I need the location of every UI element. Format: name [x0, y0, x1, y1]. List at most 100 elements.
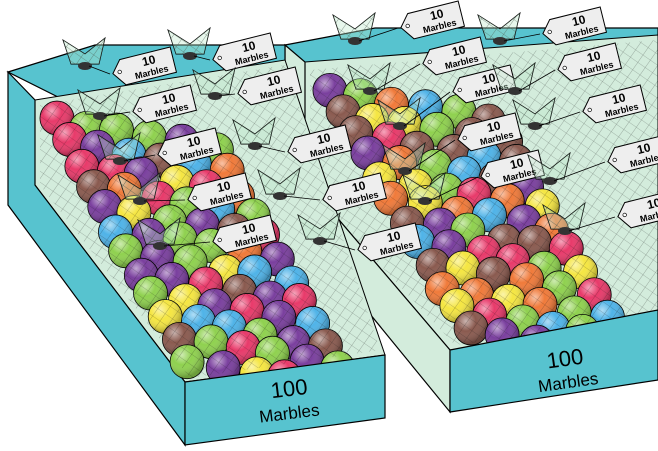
- tag-count: 10: [161, 90, 178, 107]
- tag-hole: [612, 157, 617, 163]
- bag-top-net: [77, 86, 121, 115]
- tag-body: [607, 134, 658, 174]
- tag-body: [422, 36, 488, 76]
- tag-count: 10: [316, 130, 333, 147]
- tag-hole: [217, 237, 222, 243]
- bag-top-net: [232, 116, 276, 145]
- tag-count: 10: [509, 155, 526, 172]
- tag-body: [237, 66, 303, 106]
- tag-body: [457, 112, 523, 152]
- tag-body: [557, 42, 623, 82]
- bag-top-fill: [118, 173, 160, 199]
- bag-top-fill: [493, 63, 535, 89]
- tag-count: 10: [351, 178, 368, 195]
- tag-string: [553, 161, 606, 182]
- bag-top-net: [297, 211, 341, 240]
- bag-top-fill: [403, 173, 445, 199]
- tag-count: 10: [141, 52, 158, 69]
- tag-count: 10: [486, 118, 503, 135]
- bag-tie: [363, 87, 377, 95]
- bag-tie: [113, 157, 127, 165]
- tag-string: [143, 199, 186, 202]
- tag-count: 10: [241, 220, 258, 237]
- tag-string: [403, 91, 451, 127]
- tag-count: 10: [636, 140, 653, 157]
- tag-count: 10: [646, 195, 658, 212]
- bag-top-net: [137, 216, 181, 245]
- tag-hole: [242, 89, 247, 95]
- tag-count: 10: [241, 38, 258, 55]
- bag-tie: [153, 242, 167, 250]
- tag-hole: [162, 150, 167, 156]
- tag-string: [103, 111, 131, 117]
- bag-top-net: [402, 171, 446, 200]
- tray-left: 10Marbles10Marbles10Marbles10Marbles10Ma…: [6, 26, 423, 447]
- bag-top-fill: [98, 133, 140, 159]
- tag-string: [428, 176, 479, 202]
- tag-string: [283, 195, 321, 201]
- bag-top-fill: [478, 13, 520, 39]
- bag-tie: [508, 87, 522, 95]
- bag-top-net: [62, 36, 106, 65]
- bag-tie: [528, 122, 542, 130]
- tag-hole: [427, 59, 432, 65]
- tag-string: [218, 93, 236, 97]
- tag-body: [212, 214, 278, 254]
- bag-top-net: [377, 96, 421, 125]
- bag-top-net: [117, 171, 161, 200]
- bag-top-net: [477, 11, 521, 40]
- bag-tie: [398, 167, 412, 175]
- bag-tie: [208, 92, 222, 100]
- tag-body: [400, 0, 466, 40]
- tray-right-front-panel: [449, 309, 658, 413]
- bag-top-net: [192, 66, 236, 95]
- bag-tie: [93, 112, 107, 120]
- tag-body: [287, 124, 353, 164]
- bag-top-net: [382, 141, 426, 170]
- bag-top-fill: [378, 98, 420, 124]
- bag-top-fill: [348, 63, 390, 89]
- tag-body: [212, 32, 278, 72]
- tag-count: 10: [611, 90, 628, 107]
- tag-count: 10: [451, 42, 468, 59]
- bag-top-fill: [528, 153, 570, 179]
- tag-string: [568, 216, 616, 232]
- tag-hole: [547, 29, 552, 35]
- tray-left-front-panel: [184, 354, 386, 446]
- tag-string: [408, 139, 456, 172]
- tag-count: 10: [216, 178, 233, 195]
- tag-string: [503, 33, 541, 42]
- bag-top-fill: [233, 118, 275, 144]
- tray-left-bags: 10Marbles10Marbles10Marbles10Marbles10Ma…: [62, 26, 423, 262]
- tag-body: [357, 222, 423, 262]
- tag-hole: [562, 65, 567, 71]
- tag-body: [582, 84, 648, 124]
- tag-string: [373, 63, 421, 92]
- bag-tie: [133, 197, 147, 205]
- bag-top-fill: [383, 143, 425, 169]
- tag-count: 10: [386, 228, 403, 245]
- tag-count: 10: [586, 48, 603, 65]
- tag-string: [358, 27, 399, 42]
- bag-top-fill: [513, 98, 555, 124]
